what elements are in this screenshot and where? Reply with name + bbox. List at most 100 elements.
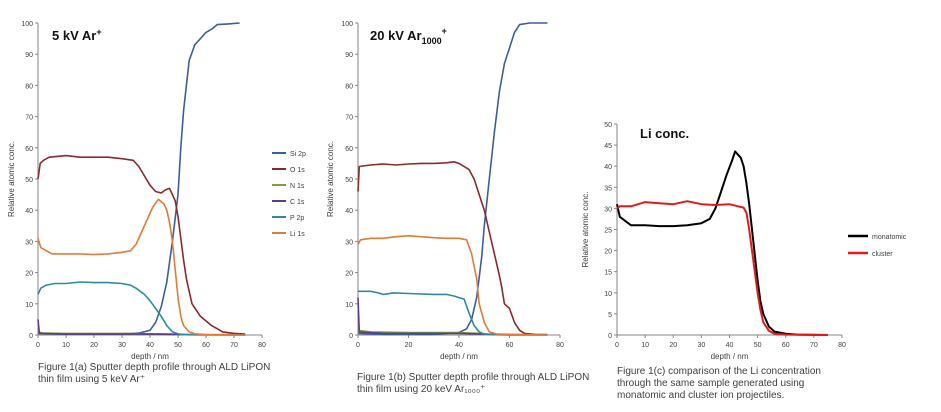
x-tick-label: 60 [782,342,790,349]
x-tick-label: 10 [62,342,70,349]
x-tick-label: 10 [641,342,649,349]
chart-title-superscript: + [96,27,101,37]
legend-label-o-1s: O 1s [290,167,305,174]
chart-title-main: Li conc. [640,126,689,141]
chart-title-main: 20 kV Ar [370,28,422,43]
x-axis-title: depth / nm [440,352,478,361]
x-tick-label: 80 [258,342,266,349]
legend-label-n-1s: N 1s [290,183,305,190]
legend-label-si-2p: Si 2p [290,151,306,158]
x-tick-label: 0 [615,342,619,349]
caption-a-line-1: Figure 1(a) Sputter depth profile throug… [38,362,271,373]
caption-b: Figure 1(b) Sputter depth profile throug… [357,372,589,396]
y-tick-label: 80 [345,83,353,90]
series-line-p-2p [37,281,246,336]
y-tick-label: 45 [604,143,612,150]
y-tick-label: 60 [25,146,33,153]
caption-c-line-2: through the same sample generated using [617,378,805,389]
x-tick-label: 50 [174,342,182,349]
y-tick-label: 100 [21,21,33,28]
y-tick-label: 90 [25,52,33,59]
x-tick-label: 60 [202,342,210,349]
caption-c-line-3: monatomic and cluster ion projectiles. [617,390,785,401]
chart-title: 20 kV Ar1000+ [370,26,447,46]
x-tick-label: 70 [810,342,818,349]
y-tick-label: 90 [345,52,353,59]
x-tick-label: 20 [90,342,98,349]
x-tick-label: 50 [754,342,762,349]
y-tick-label: 50 [345,177,353,184]
x-axis-title: depth / nm [711,352,749,361]
y-tick-label: 35 [604,185,612,192]
series-line-p-2p [358,290,548,336]
y-tick-label: 70 [25,115,33,122]
chart-title: Li conc. [640,126,689,141]
y-tick-label: 30 [604,206,612,213]
x-tick-label: 60 [506,342,514,349]
x-tick-label: 0 [356,342,360,349]
x-tick-label: 40 [726,342,734,349]
y-tick-label: 30 [345,239,353,246]
x-tick-label: 80 [838,342,846,349]
y-tick-label: 20 [345,271,353,278]
caption-b-line-1: Figure 1(b) Sputter depth profile throug… [357,372,590,383]
x-tick-label: 70 [230,342,238,349]
y-tick-label: 60 [345,146,353,153]
series-line-o-1s [37,154,246,335]
chart-2: 0 5 10 15 20 25 30 35 40 45 50 0 10 20 30 40 50 60 70 80 dep… [581,122,907,361]
y-tick-label: 10 [345,302,353,309]
caption-b-line-2: thin film using 20 keV Ar₁₀₀₀⁺ [357,384,486,395]
series-line-si-2p [357,22,548,336]
series-line-li-1s [37,198,246,336]
x-tick-label: 80 [556,342,564,349]
y-tick-label: 5 [608,312,612,319]
y-tick-label: 40 [345,208,353,215]
legend-label-c-1s: C 1s [290,199,305,206]
x-tick-label: 20 [405,342,413,349]
chart-title-main: 5 kV Ar [52,28,96,43]
series-line-o-1s [357,161,548,336]
y-axis-title: Relative atomic conc. [7,141,16,217]
y-tick-label: 0 [608,333,612,340]
chart-0: 0 10 20 30 40 50 60 70 80 90 100 0 10 20 30 40 50 60 70 80 d… [7,21,306,361]
caption-a-line-2: thin film using 5 keV Ar⁺ [38,374,145,385]
y-tick-label: 10 [604,291,612,298]
y-tick-label: 10 [25,302,33,309]
series-line-li-1s [357,235,548,336]
y-tick-label: 40 [25,208,33,215]
y-tick-label: 20 [604,249,612,256]
series-line-si-2p [37,22,240,335]
y-tick-label: 80 [25,83,33,90]
caption-c: Figure 1(c) comparison of the Li concent… [617,366,821,402]
x-tick-label: 40 [455,342,463,349]
x-tick-label: 40 [146,342,154,349]
legend-label-monatomic: monatomic [872,234,907,241]
x-tick-label: 30 [118,342,126,349]
y-tick-label: 0 [349,333,353,340]
chart-title-superscript: + [442,26,447,36]
y-tick-label: 50 [25,177,33,184]
y-tick-label: 20 [25,271,33,278]
y-tick-label: 0 [29,333,33,340]
x-tick-label: 20 [669,342,677,349]
y-tick-label: 25 [604,228,612,235]
y-tick-label: 30 [25,239,33,246]
legend-label-p-2p: P 2p [290,215,304,222]
chart-title-subscript: 1000 [422,36,442,46]
x-axis-title: depth / nm [131,352,169,361]
x-tick-label: 30 [697,342,705,349]
caption-a: Figure 1(a) Sputter depth profile throug… [38,362,270,386]
y-tick-label: 15 [604,270,612,277]
legend-label-li-1s: Li 1s [290,231,305,238]
caption-c-line-1: Figure 1(c) comparison of the Li concent… [617,366,821,377]
y-axis-title: Relative atomic conc. [581,191,590,267]
series-line-cluster [616,200,828,336]
chart-title: 5 kV Ar+ [52,27,102,43]
series-line-monatomic [616,150,828,336]
y-tick-label: 100 [341,21,353,28]
legend-label-cluster: cluster [872,251,893,258]
y-axis-title: Relative atomic conc. [326,141,335,217]
x-tick-label: 0 [36,342,40,349]
